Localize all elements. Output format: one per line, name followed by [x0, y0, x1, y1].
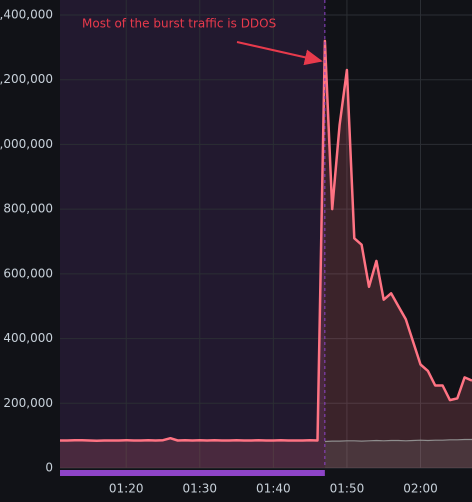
annotation-arrow	[236, 41, 323, 66]
annotation-text: Most of the burst traffic is DDOS	[82, 17, 276, 31]
series-line	[324, 438, 472, 443]
y-tick-label: 800,000	[3, 202, 53, 216]
y-tick-label: 1,400,000	[0, 8, 53, 22]
y-tick-label: 1,200,000	[0, 72, 53, 86]
x-tick-label: 01:40	[256, 482, 291, 496]
highlight-region	[60, 0, 325, 468]
y-tick-label: 0	[45, 461, 53, 475]
y-tick-label: 400,000	[3, 331, 53, 345]
x-tick-label: 01:30	[182, 482, 217, 496]
series-area	[60, 40, 472, 469]
x-tick-label: 01:50	[330, 482, 365, 496]
y-tick-label: 200,000	[3, 396, 53, 410]
x-tick-label: 02:00	[403, 482, 438, 496]
y-tick-label: 600,000	[3, 266, 53, 280]
series-area	[324, 439, 472, 468]
series-line	[60, 39, 472, 443]
y-tick-label: 1,000,000	[0, 137, 53, 151]
highlight-bar	[60, 470, 325, 476]
x-tick-label: 01:20	[109, 482, 144, 496]
